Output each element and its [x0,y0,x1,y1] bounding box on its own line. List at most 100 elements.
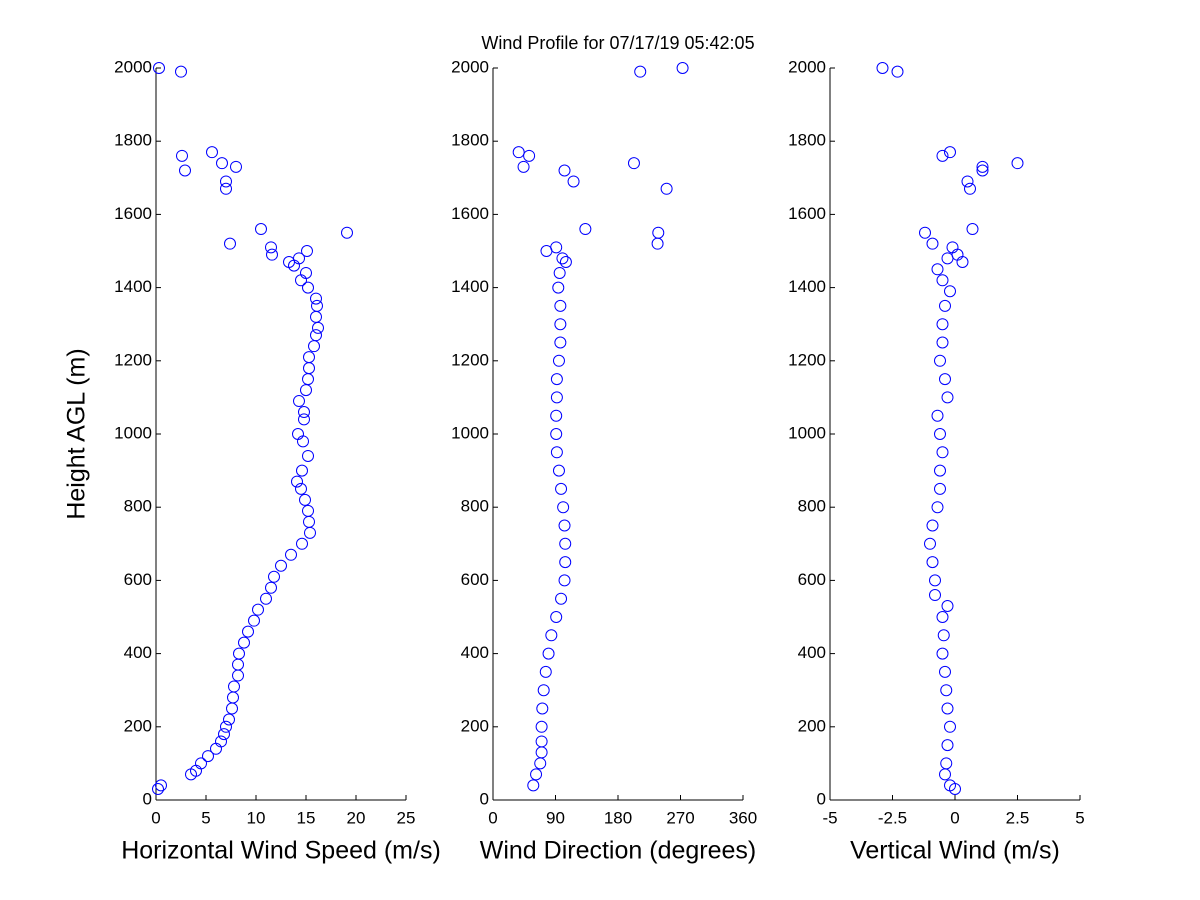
y-tick-label: 0 [817,789,826,808]
data-point [961,175,974,188]
data-point [293,252,305,265]
data-point [550,611,563,623]
data-point [929,574,941,587]
data-point [268,570,280,583]
data-point [300,384,312,397]
data-point [302,373,314,386]
data-point [559,255,572,268]
data-point [550,373,563,386]
y-tick-label: 1000 [451,423,489,442]
data-point [934,482,946,495]
x-tick-label: 0 [950,808,959,827]
data-point [530,768,543,781]
data-point [567,175,580,188]
data-point [298,413,310,426]
data-point [550,409,563,422]
data-point [550,428,563,440]
y-axis-label: Height AGL (m) [63,348,91,519]
y-tick-label: 1800 [114,131,152,150]
data-point [555,592,568,605]
data-point [939,299,951,312]
y-tick-label: 1800 [451,131,489,150]
data-point [310,329,322,342]
data-point [926,556,939,569]
data-point [534,757,547,770]
data-point [265,241,277,254]
data-point [252,603,264,616]
data-point [275,559,287,572]
y-tick-label: 400 [461,643,489,662]
x-tick-label: 0 [151,808,160,827]
x-tick-label: -5 [822,808,837,827]
data-point [946,241,959,254]
data-point [298,406,310,419]
y-tick-label: 1400 [114,277,152,296]
y-tick-label: 1400 [788,277,826,296]
data-point [934,354,946,367]
x-tick-label: 20 [347,808,366,827]
data-point [1011,157,1024,170]
data-point [936,149,949,162]
data-point [558,164,571,177]
x-tick-label: -2.5 [878,808,907,827]
y-tick-label: 1200 [114,350,152,369]
data-point [941,702,954,715]
y-tick-label: 200 [461,716,489,735]
y-tick-label: 800 [124,497,152,516]
data-point [523,149,536,162]
y-tick-label: 1200 [788,350,826,369]
data-point [931,263,944,276]
data-point [660,182,673,195]
y-tick-label: 1000 [114,423,152,442]
data-point [552,354,565,367]
data-point [535,720,548,733]
data-point [266,248,278,261]
data-point [228,680,240,693]
data-point [227,691,239,704]
data-point [545,629,558,642]
data-point [929,589,941,602]
data-point [936,274,949,287]
data-point [931,409,944,422]
data-point [556,252,569,265]
data-point [944,146,956,159]
data-point [303,362,315,375]
y-tick-label: 1600 [114,204,152,223]
data-point [293,395,305,408]
y-tick-label: 800 [798,497,826,516]
y-tick-label: 600 [798,570,826,589]
data-point [552,464,565,477]
data-point [302,504,314,517]
data-point [627,157,640,170]
data-point [924,537,936,550]
data-point [216,157,228,170]
data-point [291,475,303,488]
data-point [215,735,227,748]
x-axis-label: Horizontal Wind Speed (m/s) [121,837,441,865]
y-tick-label: 600 [124,570,152,589]
data-point [555,482,568,495]
data-point [232,669,244,682]
data-point [876,62,889,74]
x-tick-label: 360 [729,808,757,827]
data-point [579,223,592,236]
data-point [226,702,238,715]
data-point [926,519,939,532]
data-point [931,501,944,514]
x-tick-label: 2.5 [1006,808,1030,827]
y-tick-label: 2000 [788,57,826,76]
data-point [937,629,950,642]
data-point [939,373,951,386]
data-point [232,658,244,671]
data-point [941,600,954,613]
data-point [265,581,277,594]
data-point [939,768,951,781]
y-tick-label: 0 [143,789,152,808]
y-tick-label: 2000 [451,57,489,76]
data-point [517,160,530,173]
data-point [559,556,572,569]
x-tick-label: 270 [666,808,694,827]
y-tick-label: 2000 [114,57,152,76]
data-point [557,501,570,514]
y-tick-label: 600 [461,570,489,589]
